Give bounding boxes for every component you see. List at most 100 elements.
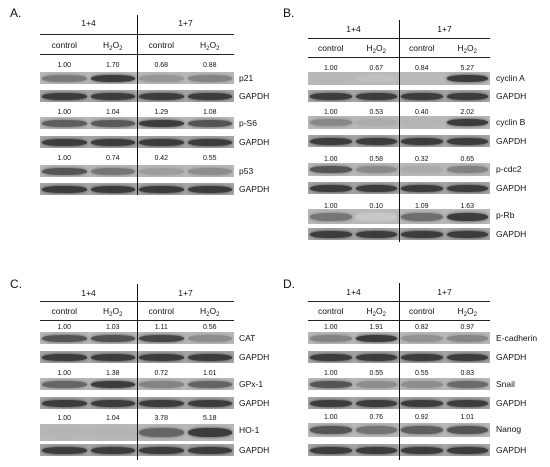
condition-label: H2O2: [103, 306, 123, 318]
quant-value: 1.00: [57, 324, 72, 331]
band: [355, 185, 397, 192]
quant-value: 1.00: [57, 370, 72, 377]
band: [310, 185, 352, 192]
quant-value: 0.92: [414, 414, 429, 421]
quant-value: 0.42: [154, 155, 169, 162]
quant-value: 0.56: [202, 324, 217, 331]
band: [401, 119, 443, 126]
band: [310, 381, 352, 388]
quant-value: 1.00: [57, 155, 72, 162]
quant-value: 0.67: [369, 65, 384, 72]
protein-label: p53: [239, 166, 254, 176]
band: [310, 447, 352, 454]
band: [139, 381, 184, 388]
quant-value: 1.01: [460, 414, 475, 421]
band: [90, 186, 135, 193]
band: [446, 138, 488, 145]
quant-value: 1.04: [105, 109, 120, 116]
band: [139, 186, 184, 193]
band: [446, 426, 488, 434]
condition-label: control: [317, 43, 344, 53]
band: [446, 213, 488, 221]
condition-label: control: [408, 43, 435, 53]
band: [310, 400, 352, 407]
quant-value: 0.74: [105, 155, 120, 162]
band: [187, 335, 232, 342]
loading-control-label: GAPDH: [496, 229, 527, 239]
band: [401, 381, 443, 388]
quant-value: 1.09: [414, 203, 429, 210]
band: [139, 447, 184, 454]
band: [446, 185, 488, 192]
band: [90, 447, 135, 454]
band: [187, 139, 232, 146]
quant-value: 0.76: [369, 414, 384, 421]
quant-value: 0.55: [202, 155, 217, 162]
group-divider: [137, 15, 138, 195]
quant-value: 1.04: [105, 415, 120, 422]
quant-value: 0.10: [369, 203, 384, 210]
protein-label: p-S6: [239, 118, 257, 128]
band: [310, 231, 352, 238]
loading-control-label: GAPDH: [496, 352, 527, 362]
band: [42, 335, 87, 342]
quant-value: 0.65: [460, 156, 475, 163]
band: [355, 119, 397, 126]
protein-label: HO-1: [239, 425, 260, 435]
group-label: 1+4: [81, 18, 96, 28]
band: [401, 354, 443, 361]
band: [355, 381, 397, 388]
quant-value: 0.55: [414, 370, 429, 377]
quant-value: 1.11: [154, 324, 168, 331]
loading-control-label: GAPDH: [239, 398, 270, 408]
band: [355, 335, 397, 342]
protein-label: Snail: [496, 379, 515, 389]
band: [139, 354, 184, 361]
quant-value: 1.08: [202, 109, 217, 116]
loading-control-label: GAPDH: [239, 184, 270, 194]
band: [446, 354, 488, 361]
band: [401, 75, 443, 82]
condition-label: H2O2: [457, 306, 477, 318]
quant-value: 0.32: [414, 156, 429, 163]
protein-label: CAT: [239, 333, 256, 343]
band: [139, 139, 184, 146]
band: [90, 335, 135, 342]
band: [355, 75, 397, 82]
group-label: 1+7: [437, 24, 452, 34]
band: [42, 75, 87, 82]
quant-value: 1.00: [323, 65, 338, 72]
band: [187, 400, 232, 407]
band: [355, 213, 397, 221]
group-label: 1+7: [178, 288, 193, 298]
quant-value: 1.00: [57, 109, 72, 116]
band: [355, 93, 397, 100]
group-divider: [399, 283, 400, 460]
quant-value: 2.02: [460, 109, 475, 116]
loading-control-label: GAPDH: [239, 91, 270, 101]
group-label: 1+7: [437, 287, 452, 297]
band: [310, 335, 352, 342]
band: [187, 75, 232, 82]
condition-label: control: [408, 306, 435, 316]
group-label: 1+4: [346, 24, 361, 34]
band: [310, 426, 352, 434]
condition-label: control: [51, 40, 77, 50]
band: [42, 168, 87, 175]
quant-value: 0.83: [460, 370, 475, 377]
quant-value: 5.27: [460, 65, 475, 72]
panel-letter: C.: [10, 277, 22, 291]
band: [446, 381, 488, 388]
protein-label: p-cdc2: [496, 164, 522, 174]
band: [139, 93, 184, 100]
quant-value: 5.18: [202, 415, 217, 422]
band: [401, 231, 443, 238]
protein-label: p21: [239, 73, 254, 83]
quant-value: 0.82: [414, 324, 429, 331]
quant-value: 0.58: [369, 156, 384, 163]
panel-letter: A.: [10, 6, 22, 20]
group-divider: [399, 20, 400, 242]
panel-letter: B.: [283, 6, 295, 20]
band: [42, 381, 87, 388]
band: [446, 231, 488, 238]
